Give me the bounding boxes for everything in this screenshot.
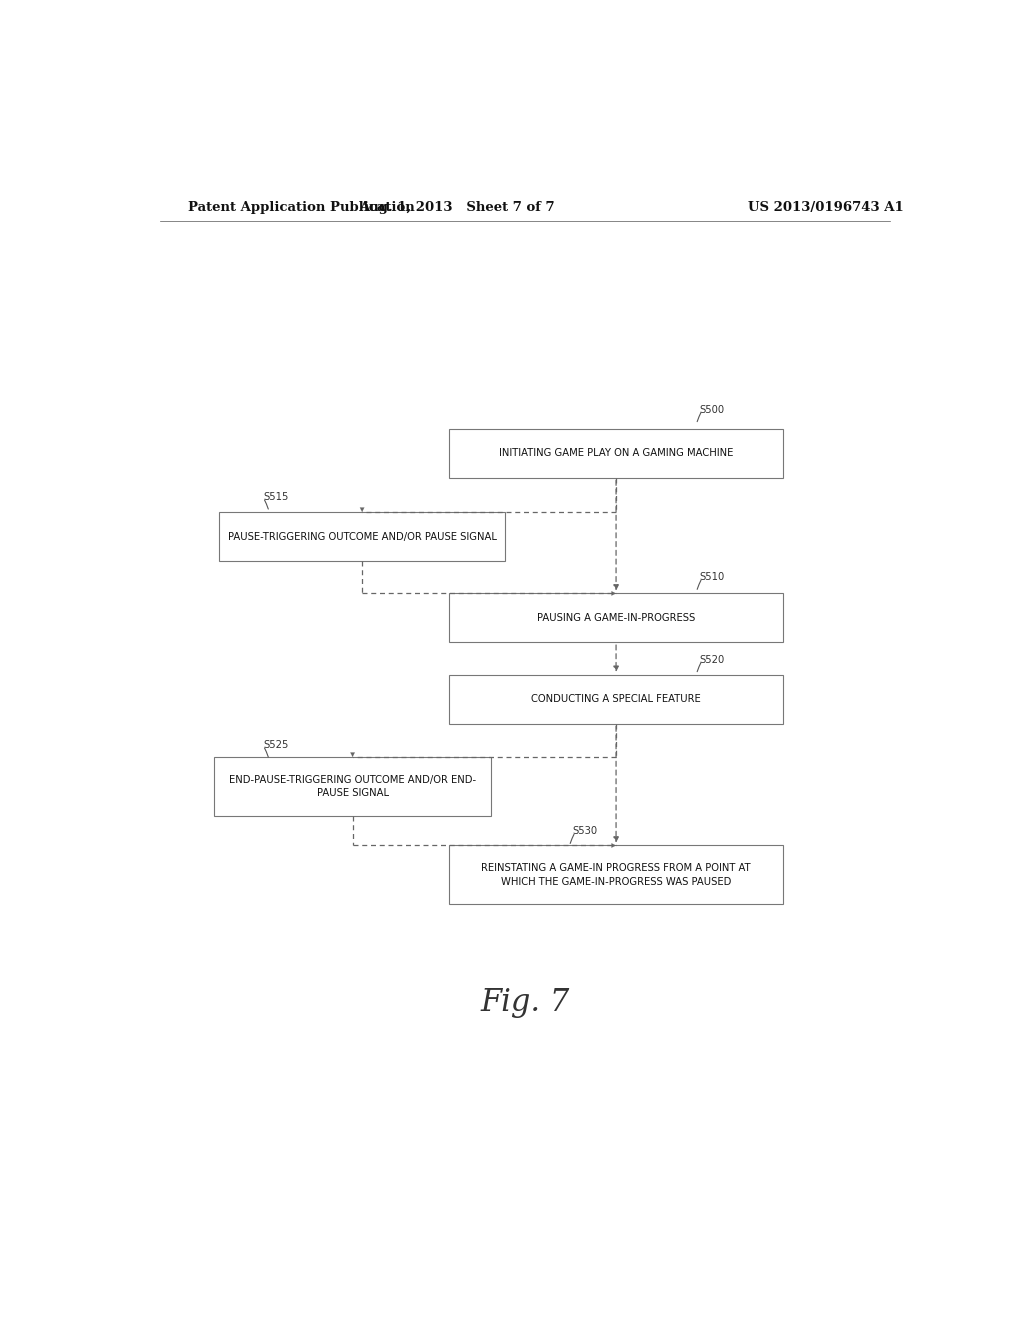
Bar xyxy=(450,675,782,723)
Text: S530: S530 xyxy=(572,826,598,837)
Text: US 2013/0196743 A1: US 2013/0196743 A1 xyxy=(749,201,904,214)
Bar xyxy=(214,758,492,816)
Text: Patent Application Publication: Patent Application Publication xyxy=(187,201,415,214)
Bar xyxy=(450,594,782,643)
Text: S525: S525 xyxy=(263,741,289,750)
Bar xyxy=(450,429,782,478)
Text: PAUSE-TRIGGERING OUTCOME AND/OR PAUSE SIGNAL: PAUSE-TRIGGERING OUTCOME AND/OR PAUSE SI… xyxy=(227,532,497,541)
Text: S510: S510 xyxy=(699,573,725,582)
Text: CONDUCTING A SPECIAL FEATURE: CONDUCTING A SPECIAL FEATURE xyxy=(531,694,701,704)
Text: S500: S500 xyxy=(699,404,725,414)
Text: REINSTATING A GAME-IN PROGRESS FROM A POINT AT
WHICH THE GAME-IN-PROGRESS WAS PA: REINSTATING A GAME-IN PROGRESS FROM A PO… xyxy=(481,863,751,887)
Text: END-PAUSE-TRIGGERING OUTCOME AND/OR END-
PAUSE SIGNAL: END-PAUSE-TRIGGERING OUTCOME AND/OR END-… xyxy=(229,775,476,799)
Bar xyxy=(450,846,782,904)
Text: Aug. 1, 2013   Sheet 7 of 7: Aug. 1, 2013 Sheet 7 of 7 xyxy=(359,201,555,214)
Bar xyxy=(219,512,505,561)
Text: S520: S520 xyxy=(699,655,725,664)
Text: PAUSING A GAME-IN-PROGRESS: PAUSING A GAME-IN-PROGRESS xyxy=(537,612,695,623)
Text: Fig. 7: Fig. 7 xyxy=(480,986,569,1018)
Text: INITIATING GAME PLAY ON A GAMING MACHINE: INITIATING GAME PLAY ON A GAMING MACHINE xyxy=(499,449,733,458)
Text: S515: S515 xyxy=(263,492,289,502)
